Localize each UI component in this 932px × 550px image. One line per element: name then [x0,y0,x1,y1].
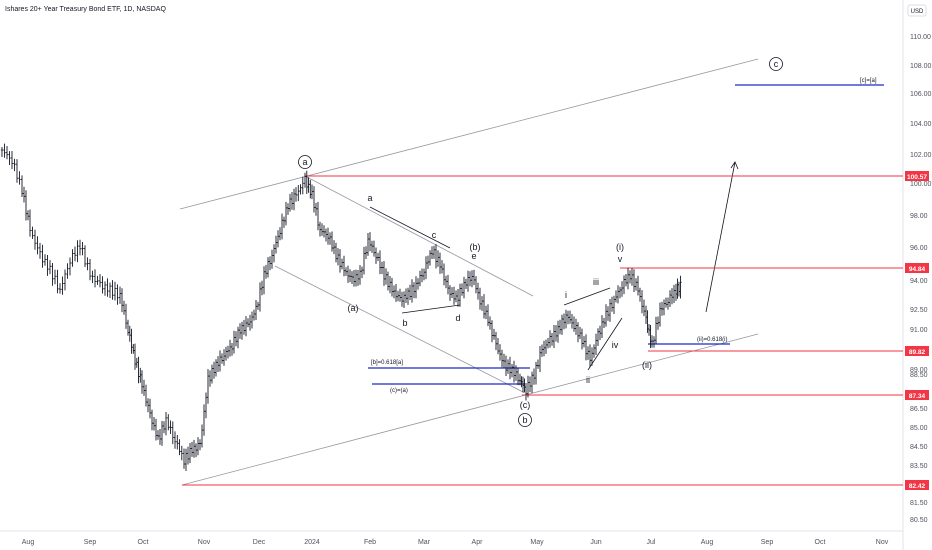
y-tick-label: 92.50 [910,307,928,314]
wave-label-paren-i: (i) [616,242,624,252]
y-tick-label: 100.00 [910,181,932,188]
projection-arrow-line [705,161,736,313]
y-tick-label: 83.50 [910,463,928,470]
lower-channel-line [181,333,759,486]
currency-badge[interactable] [907,4,927,17]
x-axis: Aug Sep Oct Nov Dec 2024 Feb Mar Apr May Jun Jul Aug… [22,539,889,546]
y-tick-label: 84.50 [910,444,928,451]
triangle-upper-line [369,206,451,249]
wave-label-c: c [432,230,437,240]
price-tag-label: 100.57 [907,174,927,181]
price-level-tags: 100.57 94.84 89.82 87.34 82.42 [905,171,929,490]
y-tick-label: 98.00 [910,213,928,220]
y-tick-label: 94.00 [910,278,928,285]
x-tick-label: Oct [138,539,149,546]
price-tag-label: 82.42 [909,483,926,490]
currency-label: USD [911,9,924,15]
fib-lines [368,84,884,385]
wave-label-circled-c: c [774,59,779,69]
triangle-lower-line [401,304,461,314]
y-tick-label: 80.50 [910,517,928,524]
wave-circle [769,57,783,71]
x-tick-label: Nov [198,539,211,546]
channel-lines [179,58,759,486]
price-tag-100-57 [905,171,929,181]
y-tick-label: 91.00 [910,327,928,334]
wave-label-b: b [402,318,407,328]
y-tick-label: 106.00 [910,91,932,98]
y-tick-label: 96.00 [910,245,928,252]
upper-falling-channel [304,175,534,297]
wave-label-i: i [565,290,567,300]
price-tag-82-42 [905,480,929,490]
fib-label-c-eq-a: (c)=(a) [390,388,408,394]
wave-circle [298,155,312,169]
y-axis: 110.00 108.00 106.00 104.00 102.00 100.00 98.0… [910,34,932,524]
price-level-lines [182,175,903,486]
wave-label-iii: iii [593,277,599,287]
x-tick-label: May [530,539,544,546]
x-tick-label: Jul [647,539,656,546]
wedge-lower-line [587,317,623,371]
y-tick-label: 108.00 [910,63,932,70]
x-tick-label: 2024 [304,539,320,546]
upper-channel-line [179,58,759,210]
price-tag-89-82 [905,346,929,356]
chart-title: Ishares 20+ Year Treasury Bond ETF, 1D, … [5,6,166,13]
price-tag-87-34 [905,390,929,400]
y-tick-label: 102.00 [910,152,932,159]
y-tick-label: 104.00 [910,121,932,128]
x-tick-label: Nov [876,539,889,546]
x-tick-label: Apr [472,539,484,546]
wedge-upper-line [563,287,611,306]
y-tick-label: 86.50 [910,406,928,413]
x-tick-label: Mar [418,539,431,546]
wave-label-iv: iv [612,340,619,350]
wave-circle [518,413,532,427]
lower-falling-channel [274,265,526,394]
x-tick-label: Aug [22,539,35,546]
x-tick-label: Oct [815,539,826,546]
x-tick-label: Feb [364,539,376,546]
fib-label-b: [b]=0.618[a] [371,360,403,366]
price-tag-94-84 [905,263,929,273]
fib-label-c-target: [c]=[a] [860,78,877,84]
y-tick-label: 89.00 [910,367,928,374]
wave-label-d: d [455,313,460,323]
wave-label-e: e [471,251,476,261]
x-tick-label: Sep [84,539,97,546]
wave-label-a: a [367,193,372,203]
x-tick-label: Dec [253,539,266,546]
wave-label-circled-b: b [522,415,527,425]
price-bars [0,143,682,471]
price-tag-label: 87.34 [909,393,926,400]
wave-label-paren-a: (a) [348,303,359,313]
price-tag-label: 94.84 [909,266,926,273]
x-tick-label: Jun [590,539,601,546]
wave-labels: a b c (a) (b) (c) a b c d e (i) (ii) i i… [298,57,783,427]
y-tick-label: 85.00 [910,425,928,432]
wave-label-paren-b: (b) [470,242,481,252]
wave-label-ii: ii [586,375,590,385]
wave-label-paren-ii: (ii) [642,360,652,370]
projection-arrow-head [730,161,739,170]
wave-label-circled-a: a [302,157,307,167]
price-tag-label: 89.82 [909,349,926,356]
fib-label-ii: (ii)=0.618(i) [697,337,728,343]
y-tick-label: 110.00 [910,34,931,41]
x-tick-label: Sep [761,539,774,546]
y-tick-label: 81.50 [910,500,928,507]
wave-label-paren-c: (c) [520,400,531,410]
wave-label-v: v [618,254,623,264]
y-tick-label: 88.50 [910,372,928,379]
x-tick-label: Aug [701,539,714,546]
